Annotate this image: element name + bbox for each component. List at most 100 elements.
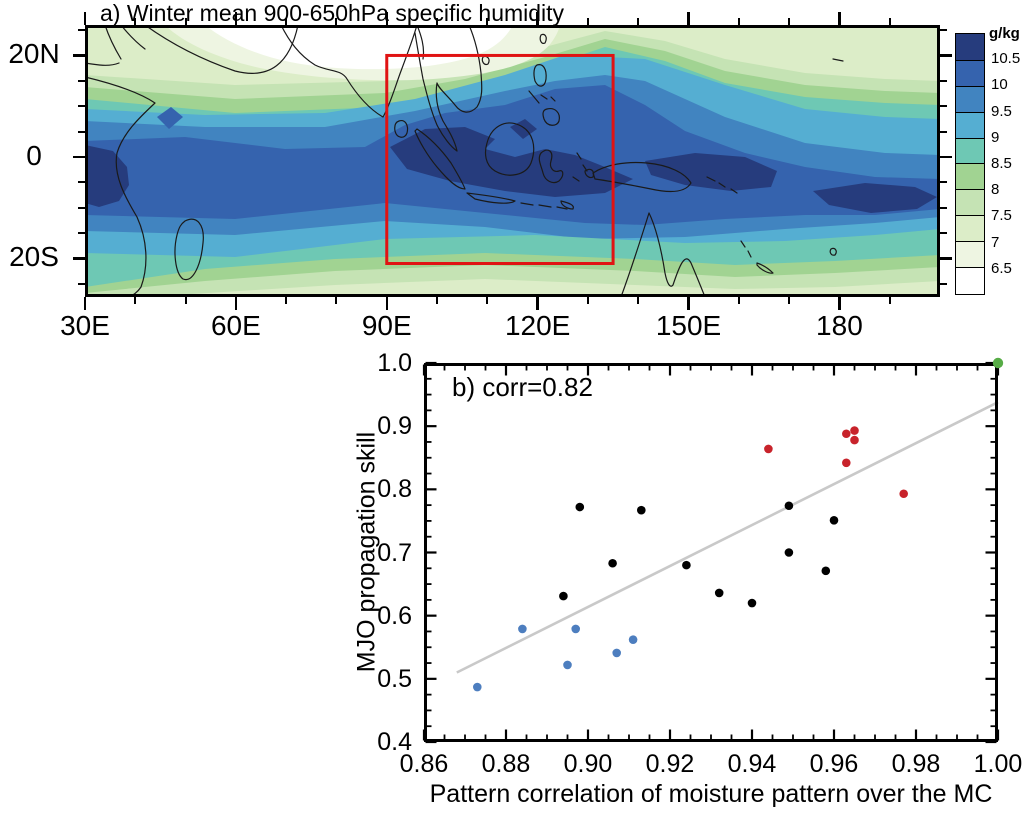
data-point-models-black bbox=[575, 502, 585, 512]
map-lon-tick-label: 150E bbox=[655, 310, 722, 341]
scatter-x-tick-label: 0.90 bbox=[563, 750, 613, 778]
data-point-models-black bbox=[829, 515, 839, 525]
data-point-models-blue bbox=[612, 648, 621, 658]
map-axis-tick bbox=[687, 12, 690, 25]
map-axis-tick bbox=[78, 206, 85, 209]
map-lon-tick-label: 120E bbox=[504, 310, 571, 341]
map-axis-tick bbox=[486, 18, 489, 25]
map-axis-tick bbox=[78, 181, 85, 184]
scatter-y-tick-label: 0.4 bbox=[377, 728, 412, 756]
map-axis-tick bbox=[335, 297, 338, 304]
colorbar-units-label: g/kg bbox=[989, 25, 1020, 42]
data-point-models-red bbox=[899, 489, 908, 499]
map-axis-tick bbox=[73, 54, 85, 57]
coastlines bbox=[85, 25, 844, 297]
map-axis-tick bbox=[78, 130, 85, 133]
map-axis-tick bbox=[940, 232, 947, 235]
map-axis-tick bbox=[78, 232, 85, 235]
colorbar-tick-label: 9.5 bbox=[991, 102, 1012, 120]
scatter-y-tick-label: 0.9 bbox=[377, 412, 412, 441]
map-lon-tick-label: 60E bbox=[210, 310, 261, 341]
map-axis-tick bbox=[385, 12, 388, 25]
map-axis-tick bbox=[436, 297, 439, 304]
map-frame bbox=[85, 25, 940, 297]
data-point-models-red bbox=[764, 444, 773, 454]
data-point-models-red bbox=[850, 435, 859, 445]
colorbar-cell bbox=[956, 266, 984, 293]
scatter-x-tick-label: 0.92 bbox=[645, 750, 695, 778]
scatter-x-tick-label: 1.00 bbox=[973, 750, 1023, 778]
scatter-x-tick-label: 0.94 bbox=[727, 750, 777, 778]
map-axis-tick bbox=[940, 54, 952, 57]
data-point-models-black bbox=[784, 501, 794, 511]
data-point-models-black bbox=[784, 548, 794, 557]
scatter-y-tick-label: 0.6 bbox=[377, 601, 412, 630]
colorbar-tick-label: 10 bbox=[991, 76, 1008, 94]
colorbar bbox=[955, 33, 985, 295]
map-axis-tick bbox=[78, 105, 85, 108]
map-lon-tick-label: 180 bbox=[816, 310, 863, 341]
scatter-y-tick-label: 0.7 bbox=[377, 538, 412, 567]
map-axis-tick bbox=[536, 12, 539, 25]
mc-region-box bbox=[385, 53, 615, 266]
map-axis-tick bbox=[285, 18, 288, 25]
colorbar-tick-label: 7.5 bbox=[991, 207, 1012, 225]
data-point-models-blue bbox=[473, 682, 482, 692]
map-axis-tick bbox=[838, 12, 841, 25]
map-axis-tick bbox=[888, 18, 891, 25]
map-axis-tick bbox=[637, 297, 640, 304]
map-axis-tick bbox=[335, 18, 338, 25]
map-axis-tick bbox=[788, 297, 791, 304]
map-axis-tick bbox=[888, 297, 891, 304]
map-axis-tick bbox=[586, 18, 589, 25]
map-lat-tick-label: 20N bbox=[8, 38, 60, 70]
colorbar-tick-label: 7 bbox=[991, 233, 1000, 251]
scatter-x-tick-label: 0.98 bbox=[891, 750, 941, 778]
data-point-models-black bbox=[559, 591, 568, 601]
map-axis-tick bbox=[737, 18, 740, 25]
colorbar-tick-label: 9 bbox=[991, 128, 1000, 146]
map-axis-tick bbox=[78, 29, 85, 32]
map-axis-tick bbox=[586, 297, 589, 304]
colorbar-tick-label: 6.5 bbox=[991, 259, 1012, 277]
scatter-frame bbox=[424, 363, 998, 742]
map-axis-tick bbox=[737, 297, 740, 304]
colorbar-cell bbox=[956, 111, 984, 138]
map-axis-tick bbox=[83, 12, 87, 25]
colorbar-cell bbox=[956, 59, 984, 86]
map-axis-tick bbox=[940, 79, 947, 82]
map-axis-tick bbox=[184, 18, 187, 25]
colorbar-cell bbox=[956, 241, 984, 267]
map-axis-tick bbox=[838, 297, 841, 310]
data-point-models-red bbox=[842, 458, 851, 468]
map-axis-tick bbox=[78, 79, 85, 82]
map-lon-tick-label: 30E bbox=[60, 310, 110, 341]
data-point-models-red bbox=[850, 426, 859, 435]
data-point-models-black bbox=[714, 588, 724, 598]
map-axis-tick bbox=[234, 12, 238, 25]
map-axis-tick bbox=[134, 297, 137, 304]
x-axis-title: Pattern correlation of moisture pattern … bbox=[429, 780, 993, 808]
colorbar-tick-label: 10.5 bbox=[991, 50, 1021, 68]
map-axis-tick bbox=[385, 297, 388, 310]
map-lat-tick-label: 20S bbox=[9, 241, 59, 273]
map-axis-tick bbox=[940, 257, 952, 260]
humidity-contour-map bbox=[85, 25, 940, 297]
data-point-models-black bbox=[637, 505, 646, 515]
map-axis-tick bbox=[78, 282, 85, 285]
map-axis-tick bbox=[940, 105, 947, 108]
scatter-x-tick-label: 0.88 bbox=[481, 750, 531, 778]
map-axis-tick bbox=[134, 18, 137, 25]
map-axis-tick bbox=[83, 297, 87, 310]
map-lat-tick-label: 0 bbox=[26, 139, 42, 171]
map-axis-tick bbox=[940, 130, 947, 133]
panel-a-title: a) Winter mean 900-650hPa specific humid… bbox=[100, 0, 565, 26]
map-axis-tick bbox=[184, 297, 187, 304]
colorbar-tick-label: 8.5 bbox=[991, 155, 1012, 172]
data-point-models-blue bbox=[628, 635, 638, 644]
map-axis-tick bbox=[940, 206, 947, 209]
colorbar-cell bbox=[956, 163, 984, 190]
scatter-x-tick-label: 0.96 bbox=[809, 750, 859, 778]
trend-line bbox=[456, 401, 999, 674]
